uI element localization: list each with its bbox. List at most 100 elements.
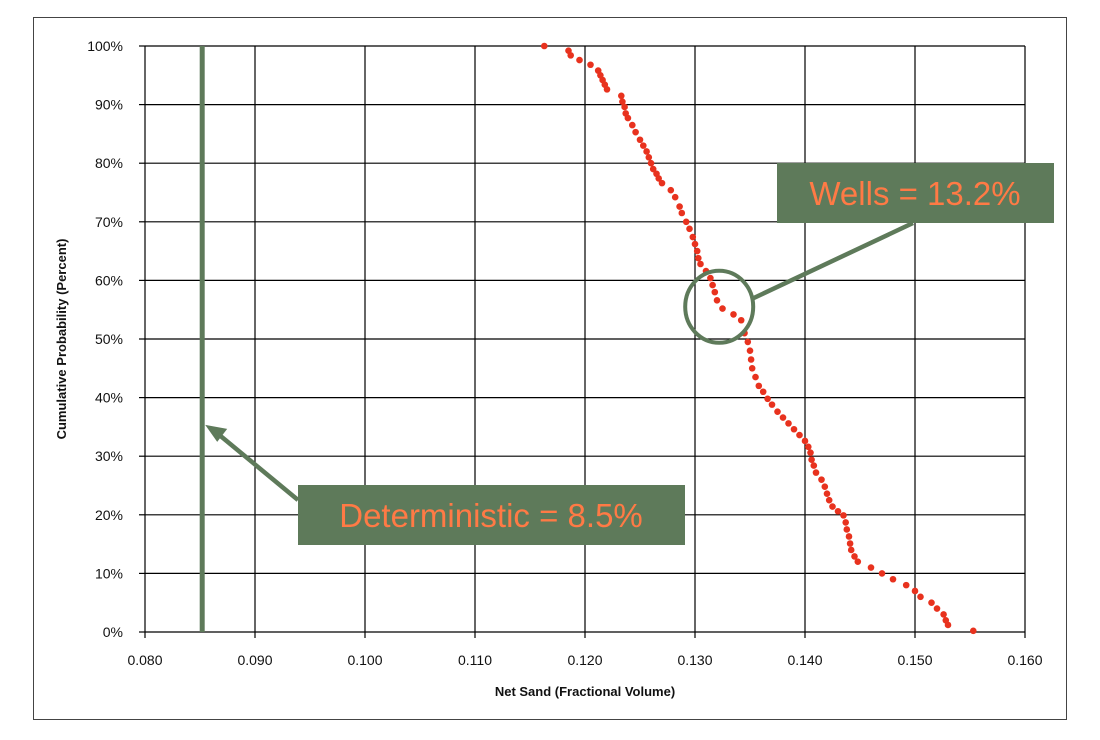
data-point [843,526,851,533]
data-point [744,338,752,346]
y-tick-label: 50% [95,331,123,347]
data-point [752,373,759,381]
data-point [807,449,814,456]
data-point [658,179,666,187]
data-point [711,288,719,296]
y-tick-label: 0% [103,624,123,640]
data-point [902,581,910,589]
data-point [693,247,701,255]
grid-layer [139,45,1026,638]
data-point [629,121,636,129]
data-point [636,136,644,144]
data-point [667,186,675,194]
data-point [854,558,862,565]
data-point [805,443,812,451]
data-point [845,533,853,540]
data-point [867,564,875,571]
y-tick-label: 90% [95,97,123,113]
y-tick-label: 70% [95,214,123,230]
data-point [647,159,655,167]
data-point [846,540,854,547]
data-point [825,496,833,504]
x-tick-label: 0.090 [237,652,272,668]
data-point [785,420,792,427]
data-point [842,519,849,526]
data-points [541,42,977,635]
data-point [933,605,941,612]
data-point [643,148,650,155]
data-point [889,575,897,583]
y-tick-label: 20% [95,507,123,523]
data-point [779,414,787,421]
data-point [834,507,842,515]
data-point [624,114,632,122]
data-point [737,316,745,324]
x-tick-label: 0.110 [458,652,492,668]
x-tick-label: 0.160 [1007,652,1042,668]
data-point [541,42,548,50]
data-point [878,570,886,577]
data-point [928,599,935,606]
data-point [621,103,628,111]
wells-callout-box [777,163,1054,223]
x-tick-label: 0.080 [127,652,162,668]
data-point [821,483,829,490]
data-point [730,311,737,318]
data-point [707,274,714,282]
wells-callout-text: Wells = 13.2% [809,175,1020,212]
annotations: Wells = 13.2% Deterministic = 8.5% [205,163,1054,545]
data-point [645,154,653,161]
data-point [801,437,809,445]
data-point [840,512,847,519]
data-point [619,98,626,105]
data-point [829,503,836,510]
x-tick-label: 0.150 [897,652,932,668]
data-point [851,553,858,560]
data-point [796,431,803,439]
tick-labels: 0.080 0.090 0.100 0.110 0.120 0.130 0.140 0.150… [87,38,1043,668]
deterministic-arrow-shaft [217,433,300,502]
data-point [911,587,919,595]
y-tick-label: 30% [95,448,123,464]
y-tick-label: 100% [87,38,123,54]
data-point [691,240,699,248]
data-point [748,365,756,372]
data-point [649,165,657,173]
x-tick-label: 0.130 [677,652,712,668]
y-tick-label: 40% [95,390,123,406]
data-point [719,305,726,312]
data-point [695,254,702,262]
x-axis-title: Net Sand (Fractional Volume) [495,684,675,699]
y-tick-label: 10% [95,565,123,581]
data-point [713,297,721,304]
data-point [970,627,977,635]
chart-frame [33,17,1067,720]
y-axis-title: Cumulative Probability (Percent) [54,239,69,440]
data-point [764,395,771,403]
data-point [790,425,798,433]
data-point [676,203,683,210]
data-point [755,382,763,390]
y-tick-label: 60% [95,272,123,288]
data-point [682,218,690,226]
data-point [689,233,697,241]
data-point [774,408,781,415]
data-point [823,490,831,498]
data-point [697,260,704,268]
data-point [746,347,754,355]
data-point [632,128,639,136]
data-point [603,86,611,93]
data-point [618,92,625,100]
data-point [671,193,679,201]
data-point [808,456,815,464]
y-tick-label: 80% [95,155,123,171]
data-point [810,462,818,469]
x-tick-label: 0.140 [787,652,822,668]
deterministic-callout-box [298,485,685,545]
data-point [678,209,686,217]
data-point [768,401,776,408]
arrow-head-icon [205,424,228,442]
x-tick-label: 0.100 [347,652,382,668]
data-point [686,225,693,233]
